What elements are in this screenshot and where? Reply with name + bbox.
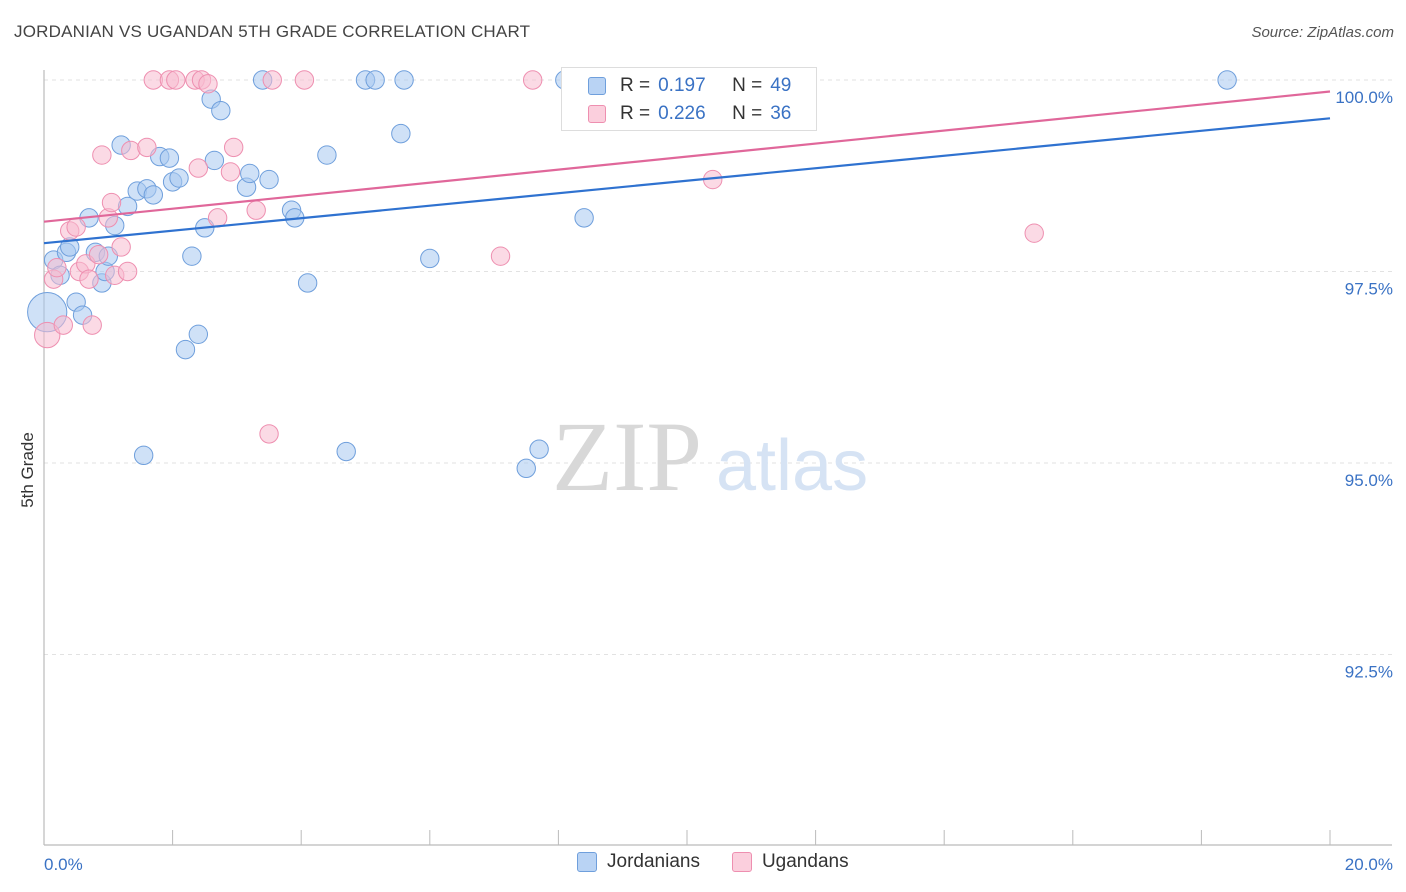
legend-r-value: 0.226	[658, 103, 706, 124]
ugandan-point	[34, 321, 61, 349]
x-tick-label: 0.0%	[44, 855, 83, 874]
ugandan-point	[53, 315, 73, 335]
jordanian-point	[188, 324, 209, 345]
jordanian-point	[133, 445, 154, 466]
jordanian-point	[420, 248, 440, 269]
legend-row-ugandans: R = 0.226 N = 36	[562, 100, 791, 128]
jordanian-point	[516, 458, 536, 479]
ugandan-point	[522, 70, 543, 90]
ugandan-point	[88, 244, 109, 265]
legend-r-value: 0.197	[658, 75, 706, 96]
watermark-zip: ZIP	[552, 401, 702, 512]
ugandan-point	[262, 70, 282, 90]
series-legend-ugandans: Ugandans	[731, 851, 849, 873]
jordanian-point	[204, 150, 225, 171]
jordanian-point	[259, 169, 279, 190]
watermark: ZIP atlas	[552, 401, 868, 512]
chart-title: JORDANIAN VS UGANDAN 5TH GRADE CORRELATI…	[14, 22, 531, 41]
ugandan-point	[111, 237, 131, 257]
ugandan-point	[137, 137, 157, 158]
y-axis-label: 5th Grade	[18, 432, 37, 508]
series-legend: Jordanians Ugandans	[577, 851, 881, 873]
ugandan-point	[117, 261, 138, 282]
ugandan-point	[294, 70, 315, 90]
ugandan-point	[198, 74, 218, 94]
labels-layer: 100.0% 97.5% 95.0% 92.5% 0.0% 20.0%	[44, 88, 1393, 874]
jordanian-point	[529, 439, 549, 459]
jordanian-point	[317, 145, 337, 165]
source-label: Source: ZipAtlas.com	[1251, 24, 1394, 41]
points-layer	[27, 70, 1237, 479]
jordanian-point	[391, 123, 411, 144]
ugandan-point	[66, 217, 86, 237]
jordanian-trend-line	[43, 117, 1331, 245]
legend-n-label: N =	[732, 103, 763, 124]
ugandan-point	[246, 200, 266, 220]
ugandan-point	[490, 246, 511, 266]
ugandan-point	[1024, 223, 1044, 243]
y-tick-label: 95.0%	[1345, 471, 1393, 490]
ugandan-point	[92, 145, 112, 165]
ugandan-point	[223, 137, 244, 158]
ugandan-point	[188, 158, 209, 178]
series-swatch-ugandans	[731, 852, 752, 872]
ugandan-point	[166, 70, 186, 90]
legend-row-jordanians: R = 0.197 N = 49	[562, 72, 791, 100]
jordanian-point	[211, 100, 231, 121]
series-swatch-jordanians	[577, 852, 597, 872]
series-label-ugandans: Ugandans	[761, 851, 849, 872]
legend-n-value: 36	[770, 103, 792, 124]
ugandan-point	[259, 424, 279, 444]
jordanian-point	[336, 441, 356, 462]
jordanian-point	[143, 185, 164, 205]
axes-layer	[43, 70, 1392, 846]
y-tick-label: 100.0%	[1335, 88, 1393, 107]
ugandan-point	[101, 192, 122, 213]
jordanian-point	[1217, 70, 1237, 90]
legend-n-label: N =	[732, 75, 763, 96]
jordanian-point	[175, 339, 196, 360]
legend-r-label: R =	[620, 103, 651, 124]
ugandan-point	[82, 315, 102, 335]
y-tick-label: 97.5%	[1345, 280, 1393, 299]
x-tick-label: 20.0%	[1345, 855, 1393, 874]
legend-swatch-ugandans	[588, 105, 606, 123]
legend-swatch-jordanians	[588, 77, 606, 95]
jordanian-point	[182, 246, 202, 266]
series-legend-jordanians: Jordanians	[577, 851, 700, 873]
jordanian-point	[240, 163, 260, 184]
legend-r-label: R =	[620, 75, 651, 96]
jordanian-point	[365, 70, 385, 90]
ugandan-point	[207, 208, 228, 228]
jordanian-point	[574, 208, 594, 228]
jordanian-point	[169, 168, 189, 188]
jordanian-point	[297, 273, 318, 293]
ugandan-point	[220, 162, 241, 182]
ugandan-point	[47, 257, 67, 278]
trend-layer	[43, 90, 1331, 245]
jordanian-point	[159, 148, 180, 168]
ugandan-trend-line	[43, 90, 1331, 223]
ugandan-point	[121, 140, 141, 161]
y-tick-label: 92.5%	[1345, 663, 1393, 682]
correlation-legend: R = 0.197 N = 49 R = 0.226 N = 36	[561, 67, 817, 131]
watermark-atlas: atlas	[716, 426, 868, 506]
ugandan-point	[79, 269, 99, 289]
series-label-jordanians: Jordanians	[607, 851, 700, 872]
legend-n-value: 49	[770, 75, 792, 96]
jordanian-point	[394, 70, 414, 90]
